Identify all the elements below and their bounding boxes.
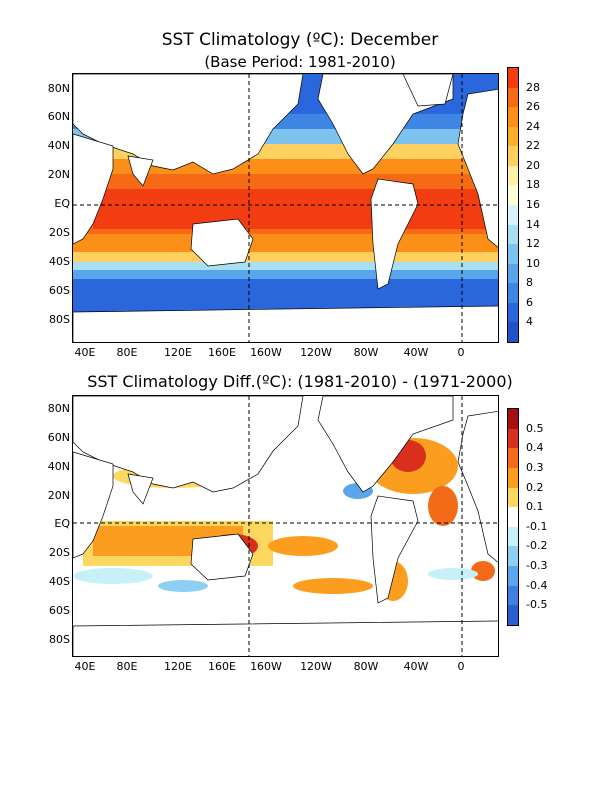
colorbar-segment xyxy=(508,302,518,323)
colorbar-segment xyxy=(508,428,518,449)
colorbar-label: 10 xyxy=(526,256,540,270)
lat-label: 60N xyxy=(47,431,70,444)
lat-label: 60N xyxy=(47,110,70,123)
lat-label: 80N xyxy=(47,82,70,95)
lon-label: 80W xyxy=(353,660,379,673)
colorbar-segment xyxy=(508,126,518,147)
lon-label: 160E xyxy=(208,660,236,673)
lat-label: 80S xyxy=(49,313,70,326)
colorbar-segment xyxy=(508,526,518,547)
colorbar-segment xyxy=(508,566,518,586)
colorbar-segment xyxy=(508,546,518,566)
lon-label: 80E xyxy=(116,346,138,359)
lat-label: 20N xyxy=(47,489,70,502)
colorbar-segment xyxy=(508,263,518,284)
lat-label: 20S xyxy=(49,546,70,559)
lon-label: 0 xyxy=(457,660,465,673)
colorbar-segment xyxy=(508,204,518,225)
lat-label: EQ xyxy=(54,517,70,530)
colorbar-segment xyxy=(508,448,518,468)
colorbar-label: 24 xyxy=(526,119,540,133)
lat-label: 40S xyxy=(49,255,70,268)
lon-label: 120W xyxy=(300,346,332,359)
lat-label: 20N xyxy=(47,168,70,181)
lat-label: 40N xyxy=(47,460,70,473)
colorbar-segment xyxy=(508,146,518,166)
colorbar-label: 18 xyxy=(526,178,540,192)
lon-label: 80W xyxy=(353,346,379,359)
colorbar-label: 0.4 xyxy=(526,441,544,455)
lon-label: 120W xyxy=(300,660,332,673)
colorbar-segment xyxy=(508,467,518,488)
top-title: SST Climatology (ºC): December xyxy=(161,30,439,50)
colorbar-segment xyxy=(508,185,518,205)
colorbar-label: 20 xyxy=(526,158,540,172)
top-subtitle: (Base Period: 1981-2010) xyxy=(204,53,396,71)
colorbar-segment xyxy=(508,107,518,127)
colorbar-label: 14 xyxy=(526,217,540,231)
colorbar-segment xyxy=(508,165,518,186)
lat-label: 80S xyxy=(49,633,70,646)
colorbar-label: 4 xyxy=(526,315,533,329)
colorbar-segment xyxy=(508,68,518,88)
colorbar-segment xyxy=(508,224,518,245)
colorbar-label: -0.4 xyxy=(526,578,548,592)
lat-label: 60S xyxy=(49,604,70,617)
bottom-colorbar xyxy=(507,408,519,626)
lon-label: 0 xyxy=(457,346,465,359)
colorbar-label: 28 xyxy=(526,80,540,94)
colorbar-segment xyxy=(508,585,518,606)
colorbar-segment xyxy=(508,283,518,303)
lat-label: 80N xyxy=(47,402,70,415)
colorbar-segment xyxy=(508,244,518,264)
colorbar-segment xyxy=(508,487,518,508)
colorbar-label: 0.2 xyxy=(526,480,544,494)
colorbar-segment xyxy=(508,322,518,342)
colorbar-label: -0.1 xyxy=(526,519,548,533)
lon-label: 40E xyxy=(74,346,96,359)
colorbar-label: 0.3 xyxy=(526,460,544,474)
colorbar-segment xyxy=(508,87,518,108)
colorbar-label: 22 xyxy=(526,139,540,153)
colorbar-label: 12 xyxy=(526,237,540,251)
lat-label: 40N xyxy=(47,139,70,152)
lon-label: 160E xyxy=(208,346,236,359)
colorbar-label: 6 xyxy=(526,295,533,309)
lat-label: 20S xyxy=(49,226,70,239)
lon-label: 40W xyxy=(403,346,429,359)
lon-label: 120E xyxy=(164,346,192,359)
top-sst-map xyxy=(72,73,499,343)
colorbar-segment xyxy=(508,409,518,429)
colorbar-label: 0.1 xyxy=(526,500,544,514)
colorbar-segment xyxy=(508,605,518,625)
colorbar-label: 8 xyxy=(526,276,533,290)
lat-label: 40S xyxy=(49,575,70,588)
colorbar-label: -0.5 xyxy=(526,598,548,612)
lat-label: EQ xyxy=(54,197,70,210)
top-colorbar xyxy=(507,67,519,343)
colorbar-label: -0.2 xyxy=(526,539,548,553)
bottom-title: SST Climatology Diff.(ºC): (1981-2010) -… xyxy=(87,372,513,391)
colorbar-segment xyxy=(508,507,518,527)
colorbar-label: 16 xyxy=(526,198,540,211)
lat-label: 60S xyxy=(49,284,70,297)
bottom-diff-map xyxy=(72,395,499,657)
colorbar-label: -0.3 xyxy=(526,559,548,573)
colorbar-label: 26 xyxy=(526,100,540,114)
lon-label: 160W xyxy=(250,346,282,359)
lon-label: 160W xyxy=(250,660,282,673)
lon-label: 120E xyxy=(164,660,192,673)
colorbar-label: 0.5 xyxy=(526,421,544,435)
lon-label: 80E xyxy=(116,660,138,673)
lon-label: 40E xyxy=(74,660,96,673)
lon-label: 40W xyxy=(403,660,429,673)
